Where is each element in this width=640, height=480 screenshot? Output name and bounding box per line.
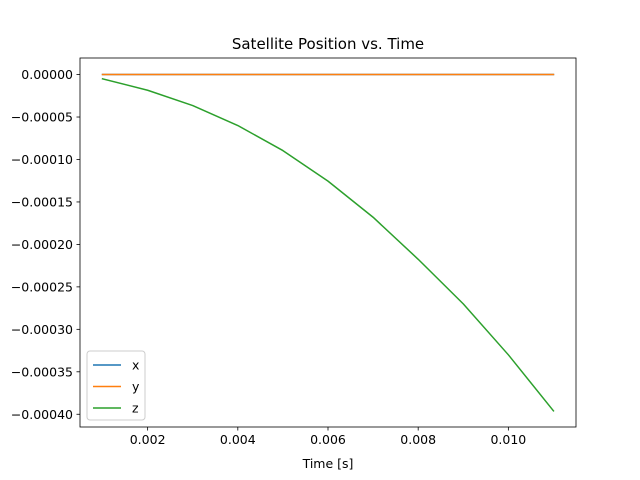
x-axis-label: Time [s]	[302, 456, 354, 471]
y-tick-label: −0.00005	[11, 110, 73, 125]
y-tick-label: −0.00010	[11, 152, 73, 167]
y-tick-label: −0.00040	[11, 407, 73, 422]
x-tick-label: 0.004	[220, 432, 256, 447]
x-axis: 0.002 0.004 0.006 0.008 0.010	[130, 427, 526, 447]
y-tick-label: 0.00000	[21, 67, 73, 82]
chart-title: Satellite Position vs. Time	[232, 35, 424, 53]
legend-label-z: z	[132, 401, 139, 416]
legend: xyz	[86, 350, 146, 421]
x-tick-label: 0.010	[490, 432, 526, 447]
y-tick-label: −0.00015	[11, 194, 73, 209]
y-axis: 0.00000 −0.00005 −0.00010 −0.00015 −0.00020 −…	[11, 67, 80, 422]
y-tick-label: −0.00030	[11, 322, 73, 337]
legend-label-y: y	[132, 379, 140, 394]
y-tick-label: −0.00020	[11, 237, 73, 252]
y-tick-label: −0.00035	[11, 364, 73, 379]
y-tick-label: −0.00025	[11, 279, 73, 294]
x-tick-label: 0.006	[310, 432, 346, 447]
x-tick-label: 0.008	[400, 432, 436, 447]
x-tick-label: 0.002	[130, 432, 166, 447]
series-layer	[101, 73, 555, 412]
legend-box	[86, 350, 146, 421]
series-line-z	[101, 77, 555, 412]
legend-label-x: x	[132, 358, 139, 373]
